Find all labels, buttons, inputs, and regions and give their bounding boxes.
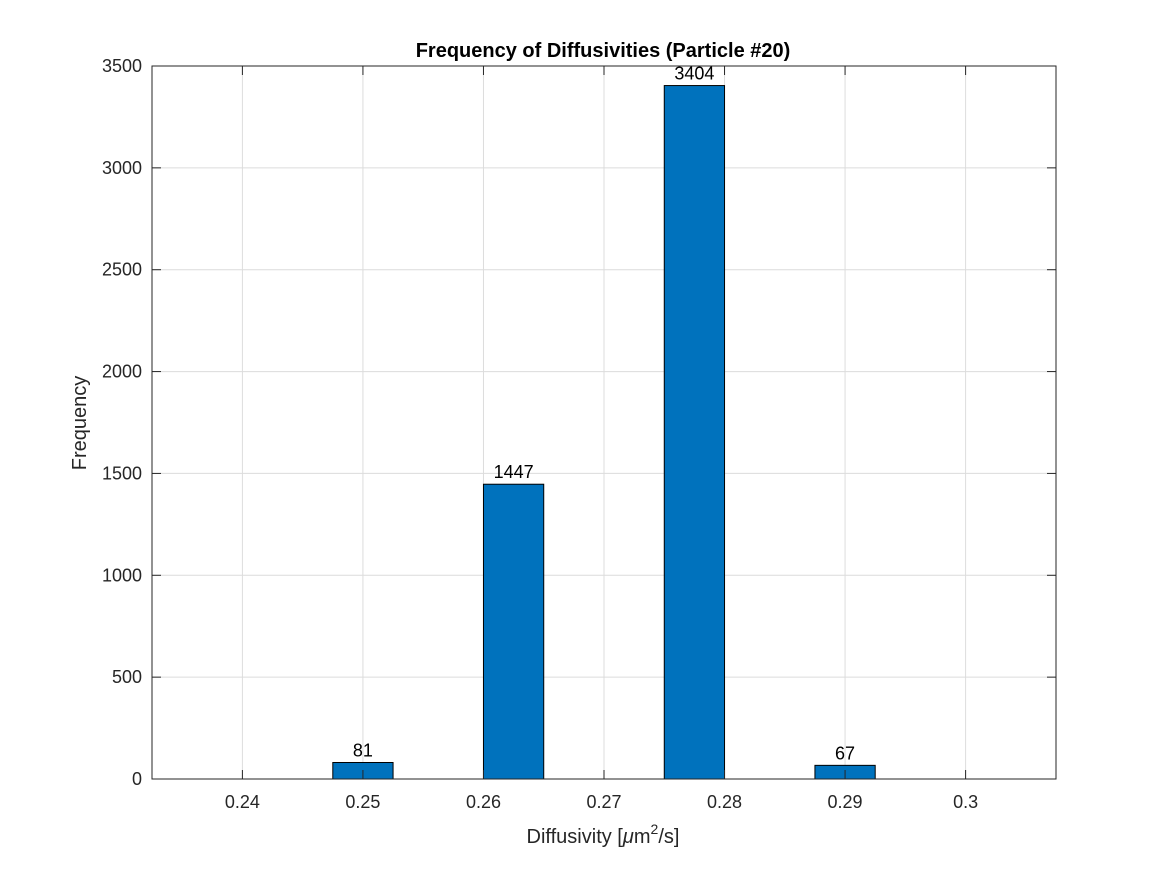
x-tick-label: 0.24 bbox=[225, 792, 260, 812]
chart-title: Frequency of Diffusivities (Particle #20… bbox=[416, 40, 791, 62]
bar bbox=[663, 85, 726, 780]
y-tick-label: 500 bbox=[112, 667, 142, 687]
x-tick-label: 0.27 bbox=[586, 792, 621, 812]
y-tick-label: 2500 bbox=[102, 260, 142, 280]
x-tick-label: 0.28 bbox=[707, 792, 742, 812]
bars bbox=[332, 85, 876, 780]
bar bbox=[482, 483, 545, 780]
y-tick-label: 2000 bbox=[102, 362, 142, 382]
y-tick-label: 1000 bbox=[102, 565, 142, 585]
y-tick-label: 0 bbox=[132, 769, 142, 789]
y-tick-label: 3500 bbox=[102, 56, 142, 76]
x-axis-label: Diffusivity [μm2/s] bbox=[527, 821, 680, 848]
data-labels: 81 1447 3404 67 bbox=[353, 64, 855, 764]
x-tick-label: 0.26 bbox=[466, 792, 501, 812]
bar-value-label: 81 bbox=[353, 740, 373, 760]
x-axis-label-mu: μ bbox=[622, 826, 634, 848]
bar-value-label: 67 bbox=[835, 743, 855, 763]
x-axis-label-unit: m bbox=[634, 826, 651, 848]
y-tick-label: 3000 bbox=[102, 158, 142, 178]
y-tick-label: 1500 bbox=[102, 463, 142, 483]
x-axis-label-prefix: Diffusivity [ bbox=[527, 826, 624, 848]
x-tick-label: 0.3 bbox=[953, 792, 978, 812]
y-axis-label: Frequency bbox=[69, 376, 91, 471]
x-axis-label-suffix: /s] bbox=[658, 826, 679, 848]
bar-value-label: 3404 bbox=[674, 64, 714, 84]
x-axis-label-superscript: 2 bbox=[651, 821, 659, 837]
x-tick-label: 0.25 bbox=[345, 792, 380, 812]
grid-lines bbox=[152, 65, 1056, 780]
bar-value-label: 1447 bbox=[494, 462, 534, 482]
ticks: 0.24 0.25 0.26 0.27 0.28 0.29 0.3 0 500 1000 1500 2… bbox=[102, 56, 1056, 812]
x-tick-label: 0.29 bbox=[828, 792, 863, 812]
